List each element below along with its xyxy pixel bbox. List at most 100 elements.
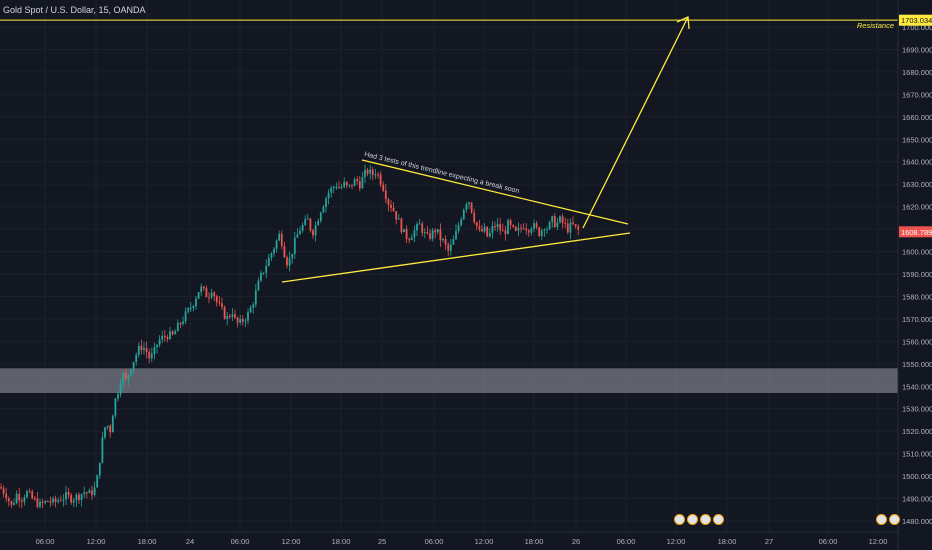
candle-body[interactable] — [93, 487, 96, 495]
candle-body[interactable] — [551, 216, 554, 223]
candle-body[interactable] — [104, 427, 106, 438]
candle-body[interactable] — [148, 352, 151, 359]
candle-body[interactable] — [62, 499, 65, 501]
candle-body[interactable] — [426, 232, 429, 234]
candle-body[interactable] — [293, 237, 296, 254]
candle-body[interactable] — [392, 207, 395, 212]
candle-body[interactable] — [205, 288, 208, 298]
candle-body[interactable] — [18, 493, 21, 501]
candle-body[interactable] — [72, 500, 75, 503]
candle-body[interactable] — [564, 222, 567, 224]
candle-body[interactable] — [150, 353, 153, 359]
candle-body[interactable] — [340, 186, 343, 188]
candle-body[interactable] — [210, 292, 213, 298]
candle-body[interactable] — [252, 304, 255, 308]
candle-body[interactable] — [267, 257, 270, 266]
candle-body[interactable] — [335, 186, 338, 188]
candle-body[interactable] — [135, 354, 138, 362]
candle-body[interactable] — [548, 222, 551, 230]
candle-body[interactable] — [366, 169, 369, 174]
candle-body[interactable] — [46, 500, 49, 502]
candle-body[interactable] — [330, 188, 333, 193]
candle-body[interactable] — [517, 227, 520, 231]
candle-body[interactable] — [384, 190, 387, 200]
candle-body[interactable] — [39, 501, 41, 507]
candle-body[interactable] — [106, 425, 109, 428]
candle-body[interactable] — [91, 490, 93, 495]
candle-body[interactable] — [70, 495, 73, 503]
candle-body[interactable] — [499, 224, 502, 231]
breakout-arrow-head[interactable] — [676, 16, 690, 30]
candle-body[interactable] — [559, 216, 561, 223]
candle-body[interactable] — [163, 335, 166, 337]
candle-body[interactable] — [382, 184, 385, 191]
candle-body[interactable] — [278, 233, 281, 241]
candle-body[interactable] — [447, 244, 450, 251]
candle-body[interactable] — [566, 223, 569, 233]
candle-body[interactable] — [215, 296, 218, 303]
candle-body[interactable] — [481, 229, 483, 232]
candle-body[interactable] — [390, 204, 392, 208]
candle-body[interactable] — [543, 229, 546, 231]
candle-body[interactable] — [213, 292, 216, 297]
candle-body[interactable] — [143, 348, 145, 350]
candle-body[interactable] — [41, 501, 44, 503]
candle-body[interactable] — [468, 202, 470, 205]
candle-body[interactable] — [371, 169, 374, 176]
candle-body[interactable] — [491, 226, 494, 233]
candle-body[interactable] — [317, 220, 320, 226]
candle-body[interactable] — [306, 218, 309, 220]
candle-body[interactable] — [475, 222, 478, 227]
candle-body[interactable] — [202, 286, 205, 289]
candle-body[interactable] — [13, 503, 15, 505]
candle-body[interactable] — [309, 218, 312, 231]
lower-trendline[interactable] — [281, 232, 631, 283]
candle-body[interactable] — [561, 216, 564, 223]
candle-body[interactable] — [431, 230, 434, 239]
candle-body[interactable] — [530, 228, 533, 233]
candle-body[interactable] — [88, 490, 91, 494]
dividend-event-icon[interactable] — [687, 514, 698, 525]
candle-body[interactable] — [244, 320, 247, 322]
candle-body[interactable] — [286, 257, 288, 266]
candle-body[interactable] — [351, 184, 353, 187]
candle-body[interactable] — [228, 315, 231, 317]
candle-body[interactable] — [527, 230, 530, 233]
candle-body[interactable] — [486, 226, 489, 237]
candle-body[interactable] — [488, 232, 491, 237]
candle-body[interactable] — [361, 176, 364, 189]
candle-body[interactable] — [117, 394, 119, 399]
candle-body[interactable] — [379, 174, 382, 185]
candle-body[interactable] — [520, 227, 522, 229]
candle-body[interactable] — [195, 298, 197, 307]
candle-body[interactable] — [504, 230, 507, 235]
candle-body[interactable] — [478, 226, 481, 230]
earnings-event-icon[interactable] — [876, 514, 887, 525]
breakout-arrow-line[interactable] — [582, 16, 689, 229]
candle-body[interactable] — [98, 462, 101, 476]
candle-body[interactable] — [15, 493, 18, 504]
candle-body[interactable] — [52, 498, 54, 503]
candle-body[interactable] — [101, 437, 104, 463]
candle-body[interactable] — [483, 226, 486, 232]
candle-body[interactable] — [249, 307, 252, 313]
candle-body[interactable] — [140, 345, 143, 350]
candle-body[interactable] — [369, 169, 372, 174]
candle-body[interactable] — [127, 374, 130, 380]
candle-body[interactable] — [33, 498, 36, 500]
candle-body[interactable] — [254, 290, 257, 305]
split-event-icon[interactable] — [713, 514, 724, 525]
candle-body[interactable] — [273, 248, 275, 254]
candle-body[interactable] — [226, 315, 229, 319]
candle-body[interactable] — [507, 220, 509, 235]
candle-body[interactable] — [538, 227, 541, 237]
candle-body[interactable] — [410, 237, 413, 241]
candle-body[interactable] — [296, 234, 299, 238]
candle-body[interactable] — [465, 204, 468, 210]
candle-body[interactable] — [0, 487, 2, 489]
candle-body[interactable] — [176, 322, 179, 332]
candle-body[interactable] — [156, 344, 158, 348]
candle-body[interactable] — [158, 339, 161, 345]
candle-body[interactable] — [403, 229, 405, 233]
dividend-event-icon[interactable] — [889, 514, 900, 525]
